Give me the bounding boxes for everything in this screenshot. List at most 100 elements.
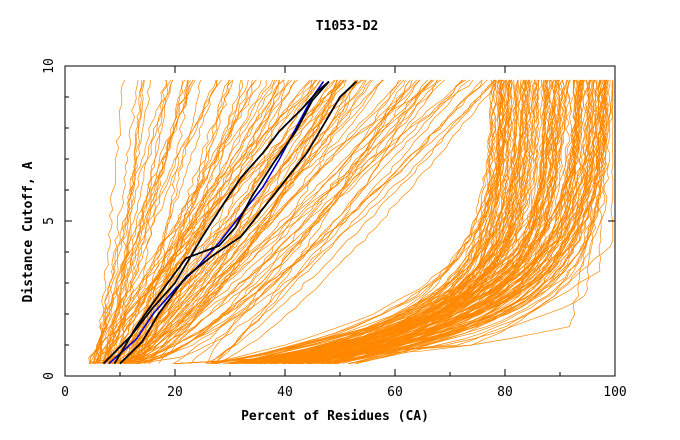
model-curve — [212, 79, 557, 364]
y-tick-label: 0 — [42, 372, 57, 380]
model-curve — [251, 79, 548, 364]
model-curve — [138, 79, 405, 364]
highlight-series-line — [119, 80, 358, 365]
model-curve — [98, 79, 345, 364]
highlight-series-layer — [102, 80, 358, 365]
model-curve — [285, 79, 505, 364]
model-curve — [137, 79, 495, 364]
model-curve — [129, 79, 335, 364]
y-tick-label: 10 — [42, 58, 57, 74]
model-curve — [89, 79, 321, 364]
model-curve — [174, 79, 614, 364]
model-curve — [210, 79, 483, 364]
model-curve — [118, 79, 281, 364]
model-curve — [117, 79, 172, 364]
model-curves-layer — [88, 79, 614, 364]
model-curve — [256, 79, 513, 364]
model-curve — [299, 79, 504, 364]
model-curve — [205, 79, 497, 364]
model-curve — [91, 79, 442, 364]
highlight-series-line — [102, 80, 330, 365]
model-curve — [212, 79, 526, 364]
model-curve — [349, 79, 611, 364]
model-curve — [109, 79, 188, 364]
model-curve — [349, 79, 567, 364]
model-curve — [133, 79, 278, 364]
model-curve — [117, 79, 234, 364]
y-axis: 0 5 10 — [42, 58, 615, 380]
model-curve — [144, 79, 432, 364]
model-curve — [93, 79, 168, 364]
model-curve — [172, 79, 614, 364]
model-curve — [100, 79, 276, 364]
model-curve — [217, 79, 498, 364]
model-curve — [132, 79, 362, 364]
model-curve — [259, 79, 608, 364]
model-curve — [139, 79, 418, 364]
model-curve — [97, 79, 168, 364]
model-curve — [321, 79, 522, 364]
model-curve — [190, 79, 463, 364]
model-curve — [231, 79, 531, 364]
model-curve — [112, 79, 474, 364]
model-curve — [355, 79, 583, 364]
model-curve — [207, 79, 512, 364]
x-tick-label: 40 — [277, 385, 293, 400]
model-curve — [317, 79, 513, 364]
model-curve — [329, 79, 592, 364]
x-tick-label: 80 — [497, 385, 513, 400]
model-curve — [214, 79, 411, 364]
model-curve — [147, 79, 402, 364]
model-curve — [295, 79, 498, 364]
model-curve — [327, 79, 525, 364]
model-curve — [269, 79, 564, 364]
model-curve — [138, 79, 367, 364]
model-curve — [228, 79, 504, 364]
model-curve — [123, 79, 337, 364]
model-curve — [296, 79, 529, 364]
x-axis: 0 20 40 60 80 100 — [61, 66, 627, 400]
model-curve — [149, 79, 433, 364]
model-curve — [94, 79, 174, 364]
model-curve — [273, 79, 575, 364]
model-curve — [131, 79, 359, 364]
model-curve — [112, 79, 413, 364]
model-curve — [111, 79, 406, 364]
x-axis-label: Percent of Residues (CA) — [241, 409, 429, 424]
model-curve — [314, 79, 558, 364]
model-curve — [113, 79, 439, 364]
y-tick-label: 5 — [42, 217, 57, 225]
model-curve — [100, 79, 194, 364]
model-curve — [110, 79, 249, 364]
model-curve — [127, 79, 257, 364]
model-curve — [235, 79, 511, 364]
model-curve — [332, 79, 495, 364]
model-curve — [240, 79, 560, 364]
model-curve — [264, 79, 578, 364]
model-curve — [111, 79, 445, 364]
model-curve — [158, 79, 464, 364]
model-curve — [88, 79, 338, 364]
model-curve — [93, 79, 191, 364]
model-curve — [94, 79, 267, 364]
model-curve — [122, 79, 371, 364]
model-curve — [119, 79, 467, 364]
model-curve — [113, 79, 145, 364]
model-curve — [135, 79, 399, 364]
model-curve — [89, 79, 296, 364]
x-tick-label: 60 — [387, 385, 403, 400]
model-curve — [295, 79, 561, 364]
model-curve — [173, 79, 502, 364]
model-curve — [311, 79, 585, 364]
model-curve — [96, 79, 222, 364]
model-curve — [306, 79, 520, 364]
model-curve — [258, 79, 549, 364]
model-curve — [105, 79, 217, 364]
model-curve — [301, 79, 604, 364]
model-curve — [175, 79, 614, 364]
x-tick-label: 0 — [61, 385, 69, 400]
model-curve — [130, 79, 280, 364]
model-curve — [104, 79, 218, 364]
model-curve — [308, 79, 539, 364]
